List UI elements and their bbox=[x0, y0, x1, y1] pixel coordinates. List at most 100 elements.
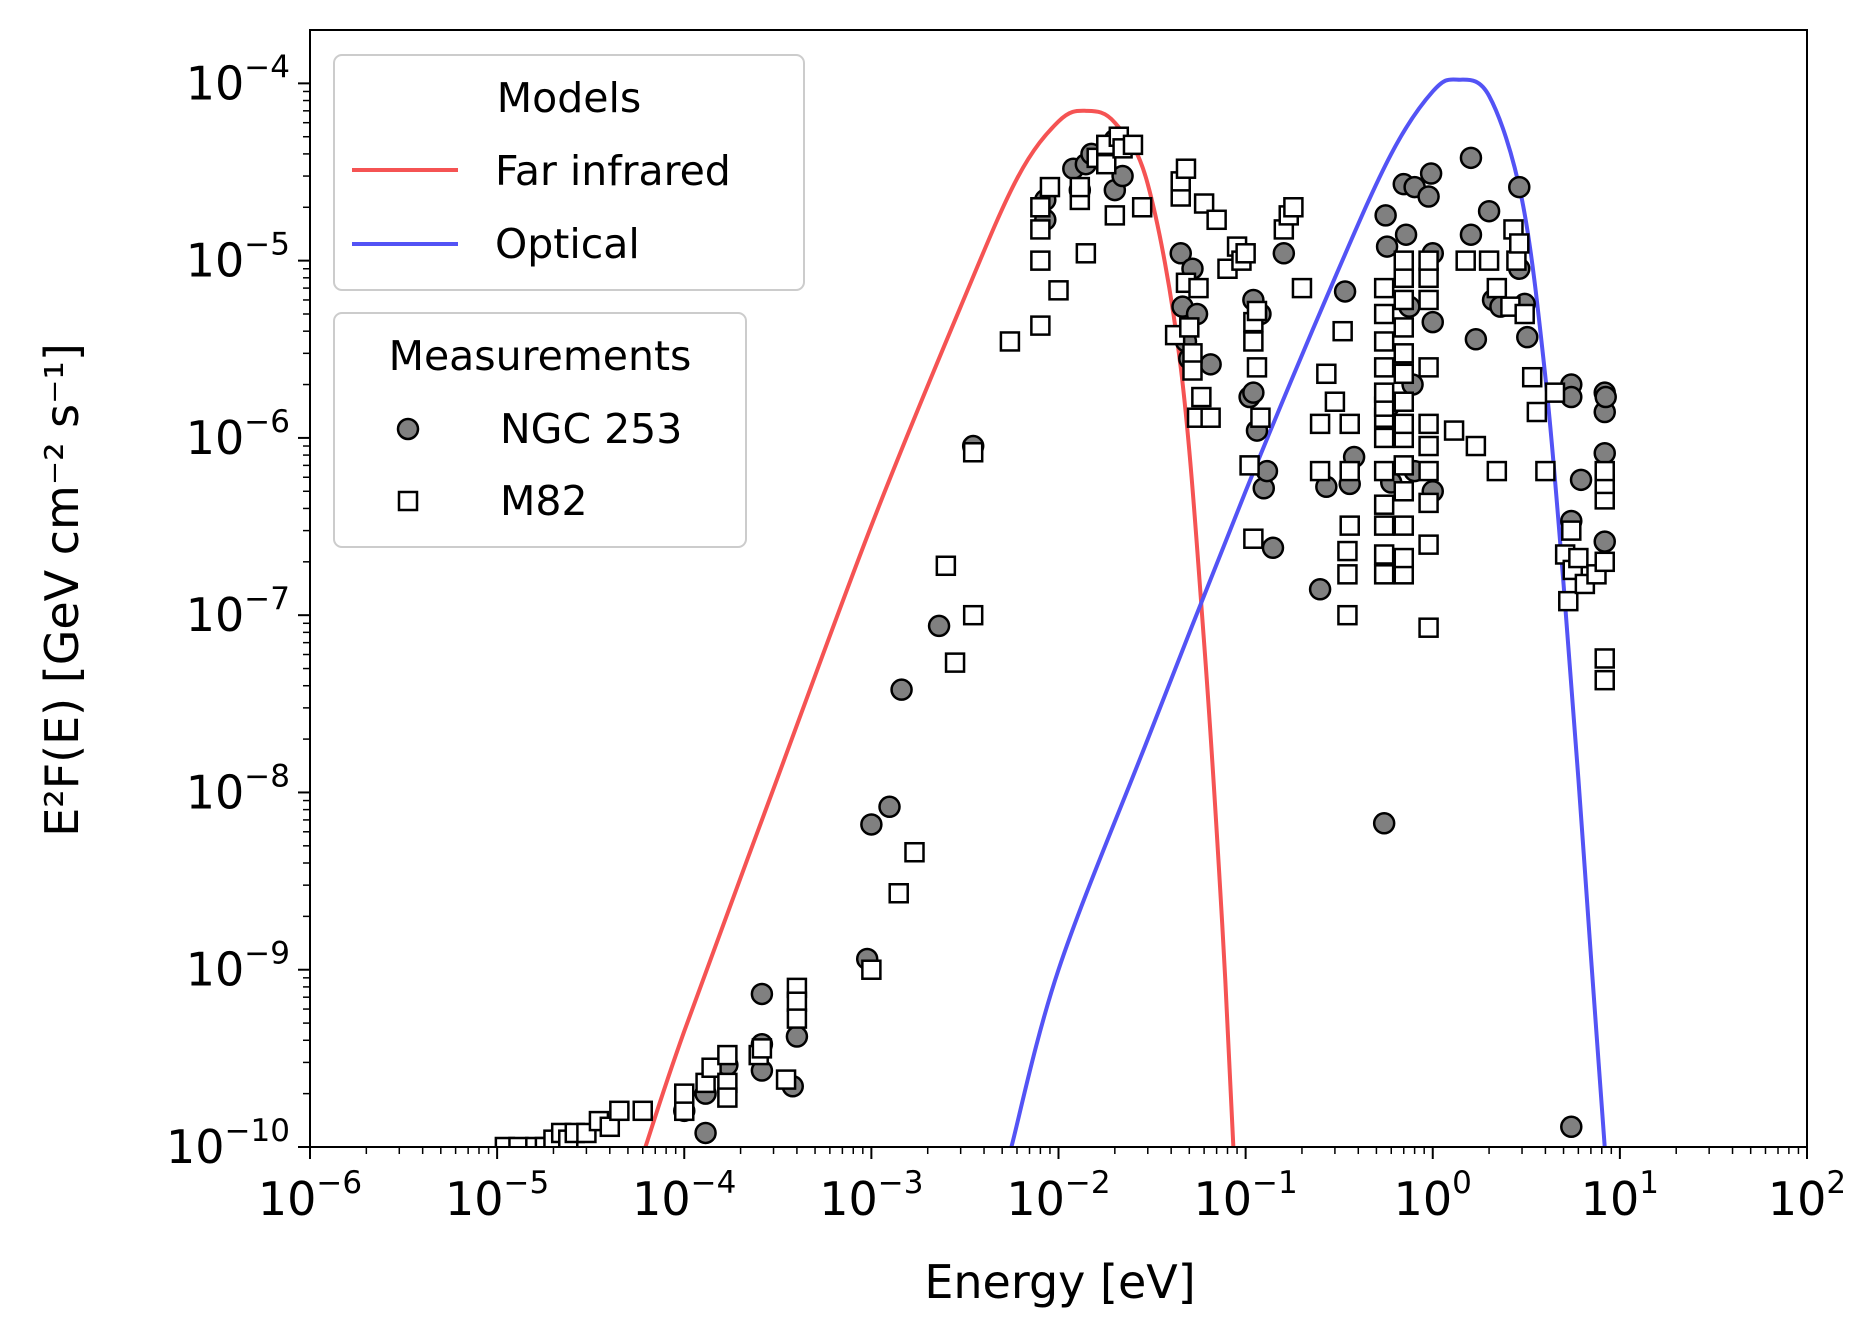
point-m82 bbox=[1506, 250, 1527, 271]
major-ticks bbox=[298, 82, 1808, 1159]
point-m82 bbox=[1175, 158, 1197, 179]
point-m82 bbox=[717, 1087, 738, 1108]
point-m82 bbox=[1393, 250, 1415, 271]
point-ngc-253 bbox=[1569, 468, 1593, 492]
point-m82 bbox=[1418, 492, 1439, 514]
point-m82 bbox=[1179, 317, 1200, 338]
point-ngc-253 bbox=[1459, 223, 1483, 246]
point-m82 bbox=[1478, 250, 1500, 271]
legend-m82-marker bbox=[397, 490, 419, 512]
point-m82 bbox=[1246, 357, 1268, 378]
point-m82 bbox=[508, 1136, 529, 1147]
point-m82 bbox=[1030, 315, 1051, 336]
point-m82 bbox=[1193, 193, 1215, 214]
series-m82 bbox=[494, 126, 1615, 1147]
x-tick-label: 10−1 bbox=[1194, 1165, 1298, 1226]
point-m82 bbox=[1373, 427, 1395, 449]
point-m82 bbox=[1418, 413, 1439, 435]
point-m82 bbox=[1486, 277, 1508, 299]
point-m82 bbox=[888, 883, 909, 904]
point-ngc-253 bbox=[1333, 280, 1357, 303]
minor-ticks bbox=[303, 90, 1800, 1154]
point-ngc-253 bbox=[694, 1121, 717, 1145]
y-tick-label: 10−10 bbox=[166, 1113, 290, 1174]
point-m82 bbox=[1309, 413, 1331, 435]
y-tick-label: 10−5 bbox=[186, 227, 290, 288]
point-m82 bbox=[1030, 219, 1051, 240]
point-m82 bbox=[1418, 534, 1439, 555]
point-m82 bbox=[1393, 343, 1415, 364]
point-m82 bbox=[1443, 420, 1465, 441]
point-m82 bbox=[1337, 540, 1358, 562]
x-tick-label: 10−2 bbox=[1006, 1165, 1110, 1226]
legend-far-infrared-label: Far infrared bbox=[495, 147, 731, 195]
x-tick-labels: 10−6 10−5 10−4 10−3 10−2 10−1 100 101 102 bbox=[258, 1165, 1846, 1226]
point-m82 bbox=[701, 1057, 722, 1078]
y-axis-label: E²F(E) [GeV cm⁻² s⁻¹] bbox=[35, 343, 89, 837]
legend-ngc253-label: NGC 253 bbox=[500, 405, 682, 453]
x-tick-label: 10−4 bbox=[632, 1165, 736, 1226]
y-tick-label: 10−9 bbox=[186, 936, 290, 997]
point-ngc-253 bbox=[1375, 235, 1399, 258]
point-m82 bbox=[674, 1083, 695, 1104]
y-tick-labels: 10−10 10−9 10−8 10−7 10−6 10−5 10−4 bbox=[166, 49, 290, 1174]
point-ngc-253 bbox=[1372, 812, 1396, 835]
point-m82 bbox=[962, 604, 984, 626]
point-m82 bbox=[1418, 289, 1439, 311]
point-m82 bbox=[717, 1044, 738, 1066]
point-m82 bbox=[1521, 366, 1543, 388]
x-axis-label: Energy [eV] bbox=[924, 1255, 1195, 1309]
legend-models-frame bbox=[333, 54, 805, 291]
point-m82 bbox=[1316, 363, 1337, 385]
y-tick-label: 10−6 bbox=[186, 404, 290, 465]
model-curves bbox=[643, 77, 1607, 1147]
point-m82 bbox=[1514, 303, 1535, 325]
point-m82 bbox=[1373, 277, 1395, 299]
point-m82 bbox=[1246, 300, 1268, 322]
point-ngc-253 bbox=[1477, 199, 1501, 223]
point-m82 bbox=[1239, 455, 1260, 476]
point-m82 bbox=[1291, 277, 1313, 299]
point-m82 bbox=[1243, 331, 1264, 352]
point-m82 bbox=[999, 331, 1021, 352]
x-tick-label: 10−3 bbox=[819, 1165, 923, 1226]
point-m82 bbox=[1373, 303, 1395, 325]
point-ngc-253 bbox=[1421, 310, 1444, 334]
point-m82 bbox=[1373, 515, 1395, 536]
point-m82 bbox=[1096, 153, 1117, 175]
y-tick-label: 10−4 bbox=[186, 49, 290, 110]
curve-far-infrared bbox=[643, 108, 1236, 1147]
measurement-markers bbox=[494, 126, 1617, 1147]
point-m82 bbox=[1235, 243, 1256, 264]
point-m82 bbox=[1373, 357, 1395, 378]
point-m82 bbox=[1332, 320, 1353, 342]
point-ngc-253 bbox=[785, 1025, 809, 1048]
point-ngc-253 bbox=[1459, 146, 1483, 170]
point-ngc-253 bbox=[1255, 459, 1279, 483]
point-m82 bbox=[1337, 604, 1358, 626]
point-m82 bbox=[1526, 401, 1548, 423]
point-m82 bbox=[1339, 413, 1360, 435]
point-m82 bbox=[786, 991, 808, 1012]
point-m82 bbox=[775, 1069, 797, 1090]
point-m82 bbox=[1393, 317, 1415, 338]
point-m82 bbox=[944, 652, 966, 673]
point-m82 bbox=[1030, 197, 1051, 218]
point-m82 bbox=[1455, 250, 1476, 271]
point-m82 bbox=[1200, 407, 1221, 428]
point-m82 bbox=[1418, 460, 1439, 482]
point-m82 bbox=[1594, 669, 1615, 691]
point-m82 bbox=[1393, 547, 1415, 569]
point-m82 bbox=[1594, 551, 1615, 573]
point-m82 bbox=[1030, 250, 1051, 271]
point-m82 bbox=[1594, 460, 1615, 482]
point-m82 bbox=[1558, 590, 1579, 612]
point-m82 bbox=[904, 841, 925, 863]
point-m82 bbox=[1393, 413, 1415, 435]
x-tick-label: 10−6 bbox=[258, 1165, 362, 1226]
point-m82 bbox=[1373, 331, 1395, 352]
point-m82 bbox=[1594, 648, 1615, 669]
point-m82 bbox=[1561, 520, 1582, 541]
point-m82 bbox=[1191, 386, 1212, 408]
point-ngc-253 bbox=[1111, 164, 1134, 188]
